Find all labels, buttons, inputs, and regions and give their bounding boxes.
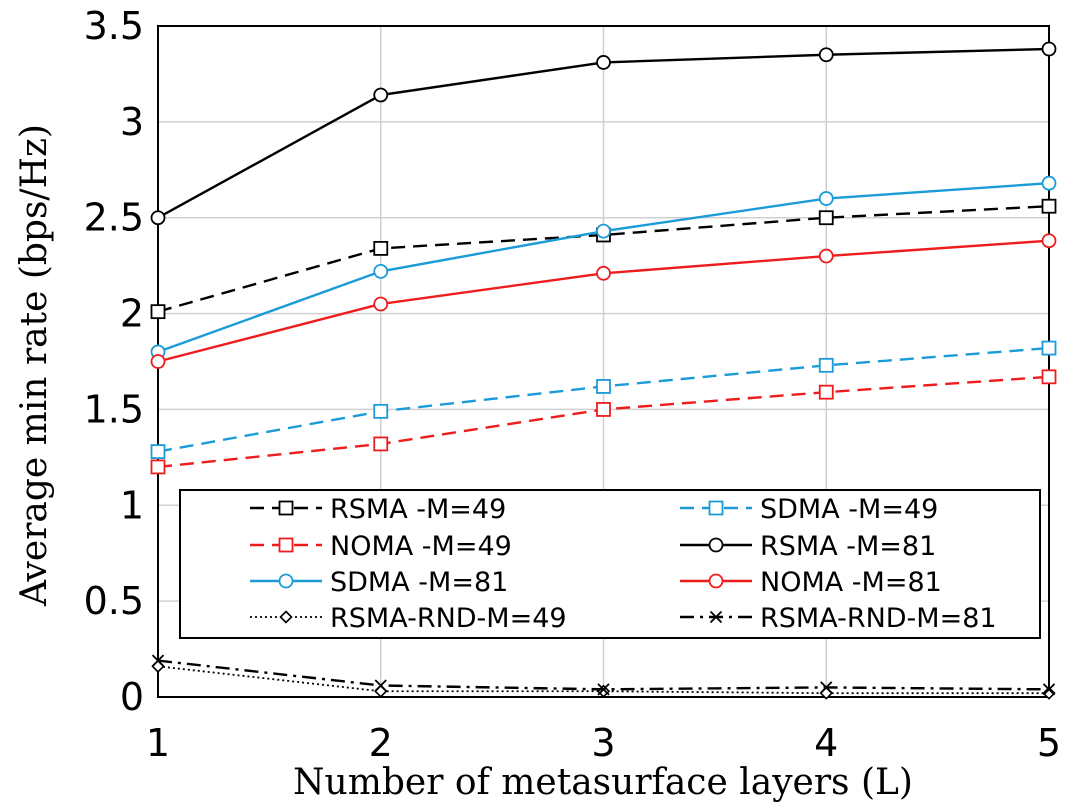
- legend-entry-rsma-rnd-m-81: RSMA-RND-M=81: [680, 603, 997, 634]
- data-point: [1041, 340, 1057, 356]
- series-rsma-m-81: [150, 41, 1057, 226]
- legend-swatch-marker: [278, 537, 294, 553]
- x-axis-ticks: 1 2 3 4 5: [146, 721, 1061, 765]
- data-point: [596, 684, 611, 698]
- legend-swatch-marker: [709, 610, 723, 624]
- series-noma-m-81: [150, 233, 1057, 369]
- legend-label: RSMA -M=49: [330, 494, 506, 525]
- data-point: [818, 384, 834, 400]
- legend-swatch-marker: [278, 573, 294, 589]
- data-point: [150, 459, 166, 475]
- legend: RSMA -M=49 SDMA -M=49 NOMA -M=49 RSMA -M=81…: [179, 489, 1041, 639]
- x-tick-label: 3: [591, 721, 615, 765]
- legend-entry-sdma-m-49: SDMA -M=49: [680, 494, 938, 525]
- data-point: [150, 210, 166, 226]
- legend-entry-rsma-m-49: RSMA -M=49: [250, 494, 506, 525]
- data-point: [374, 679, 387, 692]
- data-point: [596, 402, 611, 417]
- data-point: [818, 248, 834, 264]
- legend-entry-rsma-rnd-m-49: RSMA-RND-M=49: [250, 603, 567, 634]
- data-point: [1042, 683, 1056, 696]
- data-point: [373, 263, 389, 279]
- data-point: [374, 684, 388, 698]
- data-point: [820, 681, 833, 694]
- data-point: [1041, 198, 1057, 214]
- x-tick-label: 2: [369, 721, 393, 765]
- legend-label: RSMA-RND-M=49: [330, 603, 567, 634]
- y-axis-ticks: 0 0.5 1 1.5 2 2.5 3 3.5: [84, 4, 144, 719]
- data-point: [373, 240, 389, 256]
- data-point: [150, 354, 166, 369]
- legend-swatch-marker: [708, 573, 724, 589]
- data-point: [596, 223, 611, 239]
- data-point: [818, 357, 834, 373]
- data-point: [596, 379, 611, 394]
- legend-label: SDMA -M=49: [760, 494, 938, 525]
- data-point: [596, 55, 611, 70]
- legend-label: SDMA -M=81: [330, 567, 508, 598]
- legend-label: NOMA -M=81: [760, 567, 942, 598]
- data-point: [1041, 175, 1057, 191]
- legend-box: [179, 489, 1041, 639]
- legend-label: RSMA -M=81: [760, 531, 936, 562]
- data-point: [150, 444, 166, 460]
- legend-swatch-marker: [708, 500, 724, 516]
- data-point: [373, 403, 389, 419]
- y-tick-label: 0: [120, 675, 144, 719]
- data-point: [818, 191, 834, 206]
- series-noma-m-49: [150, 369, 1057, 475]
- data-point: [1041, 369, 1057, 385]
- legend-label: RSMA-RND-M=81: [760, 603, 997, 634]
- data-point: [597, 683, 610, 696]
- x-tick-label: 5: [1037, 721, 1061, 765]
- legend-swatch-marker: [279, 610, 293, 624]
- y-tick-label: 1: [120, 483, 144, 527]
- data-point: [818, 210, 834, 226]
- data-point: [150, 304, 166, 320]
- y-tick-label: 3.5: [84, 4, 144, 48]
- x-tick-label: 4: [814, 721, 838, 765]
- y-tick-label: 0.5: [84, 579, 144, 623]
- x-axis-title: Number of metasurface layers (L): [293, 762, 913, 803]
- y-axis-title: Average min rate (bps/Hz): [14, 124, 55, 607]
- legend-entry-rsma-m-81: RSMA -M=81: [680, 531, 936, 562]
- data-point: [373, 436, 389, 452]
- legend-entry-sdma-m-81: SDMA -M=81: [250, 567, 508, 598]
- y-tick-label: 1.5: [84, 387, 144, 431]
- data-point: [1041, 233, 1057, 249]
- legend-entry-noma-m-81: NOMA -M=81: [680, 567, 942, 598]
- legend-swatch-marker: [708, 537, 724, 553]
- y-tick-label: 3: [120, 100, 144, 144]
- data-point: [818, 47, 834, 63]
- series-rsma-rnd-m-81: [151, 654, 1056, 696]
- data-point: [151, 654, 165, 667]
- data-point: [151, 659, 165, 673]
- data-point: [1041, 41, 1057, 57]
- data-point: [373, 296, 389, 312]
- data-point: [1042, 686, 1056, 700]
- series-line: [157, 205, 1050, 313]
- x-tick-label: 1: [146, 721, 170, 765]
- data-point: [373, 87, 389, 103]
- legend-swatch-marker: [278, 500, 294, 516]
- data-point: [596, 265, 611, 281]
- y-tick-label: 2: [120, 292, 144, 336]
- series-group: [150, 41, 1057, 700]
- legend-entry-noma-m-49: NOMA -M=49: [250, 531, 512, 562]
- y-tick-label: 2.5: [84, 196, 144, 240]
- series-sdma-m-49: [150, 340, 1057, 460]
- legend-label: NOMA -M=49: [330, 531, 512, 562]
